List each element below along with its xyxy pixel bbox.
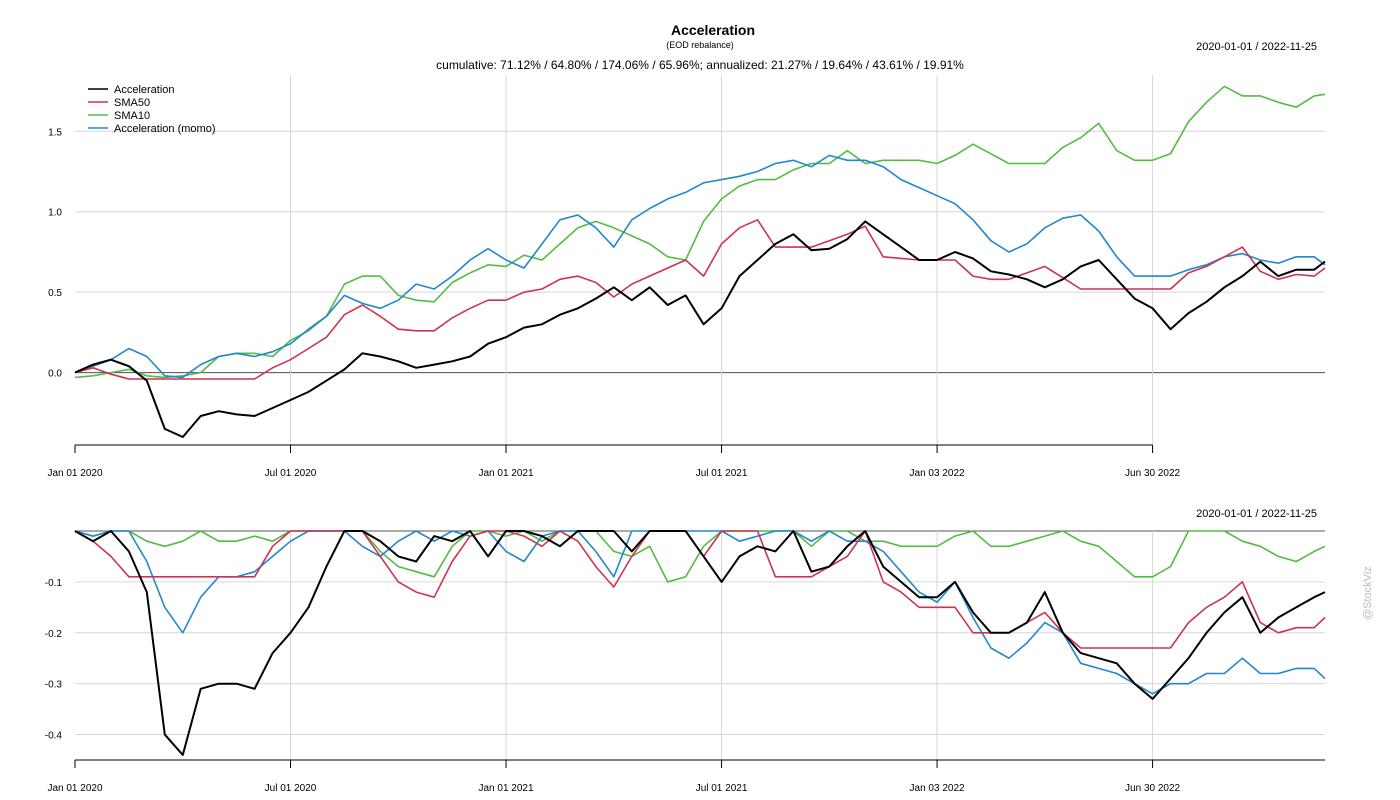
y-tick-label-top-1: 0.5: [48, 288, 62, 299]
legend-label-sma10: SMA10: [114, 110, 150, 122]
series-line-bottom-acceleration-momo: [74, 530, 1326, 695]
legend-label-acceleration: Acceleration: [114, 84, 175, 96]
chart-stats: cumulative: 71.12% / 64.80% / 174.06% / …: [436, 58, 964, 72]
y-tick-label-top-3: 1.5: [48, 127, 62, 138]
grid-top: [75, 75, 1325, 445]
legend-item-sma10: SMA10: [88, 110, 150, 122]
x-tick-label-top-5: Jun 30 2022: [1125, 468, 1180, 479]
legend: Acceleration SMA50 SMA10 Acceleration (m…: [88, 84, 215, 135]
y-tick-label-bottom-0: -0.1: [45, 578, 63, 589]
watermark: @StockViz: [1362, 566, 1374, 620]
legend-label-sma50: SMA50: [114, 97, 150, 109]
x-tick-label-top-1: Jul 01 2020: [265, 468, 317, 479]
series-line-top-acceleration-momo: [74, 154, 1326, 379]
y-tick-label-bottom-2: -0.3: [45, 680, 63, 691]
x-tick-label-top-2: Jan 01 2021: [479, 468, 534, 479]
series-line-top-sma50: [74, 219, 1326, 380]
x-tick-label-bottom-2: Jan 01 2021: [479, 783, 534, 794]
x-tick-label-bottom-4: Jan 03 2022: [910, 783, 965, 794]
x-axis-top: Jan 01 2020 Jul 01 2020 Jan 01 2021 Jul 01 …: [47, 444, 1181, 479]
drawdown-panel: 2020-01-01 / 2022-11-25 -0.1 -0.2 -0.3 -0.4…: [45, 508, 1326, 794]
series-line-bottom-acceleration: [74, 530, 1326, 756]
x-tick-label-top-0: Jan 01 2020: [47, 468, 102, 479]
y-tick-label-top-2: 1.0: [48, 208, 62, 219]
legend-item-acceleration: Acceleration: [88, 84, 175, 96]
chart-title: Acceleration: [671, 22, 755, 38]
cumulative-returns-panel: Acceleration (EOD rebalance) cumulative:…: [47, 22, 1326, 479]
y-axis-top: 0.0 0.5 1.0 1.5: [48, 127, 62, 379]
x-tick-label-bottom-1: Jul 01 2020: [265, 783, 317, 794]
y-tick-label-bottom-3: -0.4: [45, 731, 63, 742]
legend-label-acceleration-momo: Acceleration (momo): [114, 123, 215, 135]
x-axis-bottom: Jan 01 2020 Jul 01 2020 Jan 01 2021 Jul 01 …: [47, 759, 1325, 794]
date-range-bottom: 2020-01-01 / 2022-11-25: [1196, 508, 1317, 520]
series-top: [74, 85, 1326, 438]
legend-item-acceleration-momo: Acceleration (momo): [88, 123, 215, 135]
x-tick-label-top-3: Jul 01 2021: [696, 468, 748, 479]
series-bottom: [74, 530, 1326, 756]
x-tick-label-bottom-3: Jul 01 2021: [696, 783, 748, 794]
series-line-top-sma10: [74, 85, 1326, 379]
x-tick-label-bottom-0: Jan 01 2020: [47, 783, 102, 794]
date-range-top: 2020-01-01 / 2022-11-25: [1196, 41, 1317, 53]
chart-subtitle: (EOD rebalance): [666, 40, 734, 50]
legend-item-sma50: SMA50: [88, 97, 150, 109]
y-tick-label-bottom-1: -0.2: [45, 629, 63, 640]
series-line-top-acceleration: [74, 220, 1326, 438]
y-tick-label-top-0: 0.0: [48, 369, 62, 380]
y-axis-bottom: -0.1 -0.2 -0.3 -0.4: [45, 578, 63, 742]
series-line-bottom-sma50: [74, 530, 1326, 649]
series-line-bottom-sma10: [74, 530, 1326, 583]
x-tick-label-top-4: Jan 03 2022: [910, 468, 965, 479]
x-tick-label-bottom-5: Jun 30 2022: [1125, 783, 1180, 794]
